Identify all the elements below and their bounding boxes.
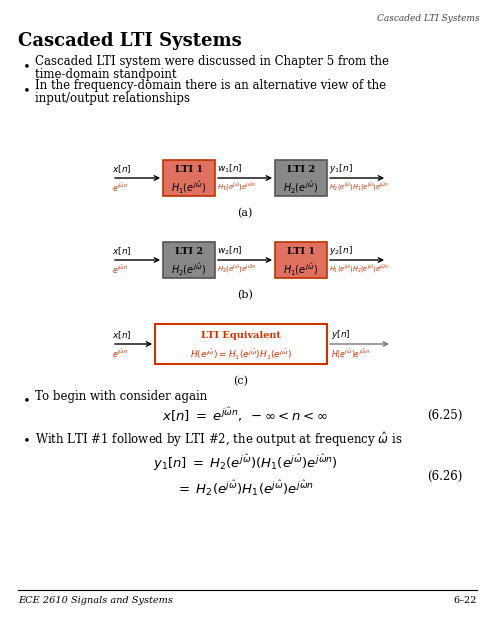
Text: input/output relationships: input/output relationships: [35, 92, 190, 105]
Text: $y[n]$: $y[n]$: [331, 328, 350, 341]
Text: $e^{j\hat{\omega}n}$: $e^{j\hat{\omega}n}$: [112, 263, 128, 276]
Text: $H_1(e^{j\hat{\omega}})$: $H_1(e^{j\hat{\omega}})$: [284, 260, 319, 278]
Text: $\bullet$: $\bullet$: [22, 58, 30, 71]
Text: $y_2[n]$: $y_2[n]$: [329, 244, 353, 257]
Bar: [155, 324, 327, 364]
Text: $y_1[n]$: $y_1[n]$: [329, 162, 353, 175]
Text: $\bullet$: $\bullet$: [22, 82, 30, 95]
Text: $\bullet$: $\bullet$: [22, 432, 30, 445]
Text: $H_2(e^{j\hat{\omega}})$: $H_2(e^{j\hat{\omega}})$: [284, 179, 319, 195]
Text: $y_1[n] \; = \; H_2(e^{j\hat{\omega}})(H_1(e^{j\hat{\omega}})e^{j\hat{\omega}n}): $y_1[n] \; = \; H_2(e^{j\hat{\omega}})(H…: [152, 452, 338, 473]
Bar: [275, 242, 327, 278]
Text: (a): (a): [237, 208, 252, 218]
Text: $x[n]$: $x[n]$: [112, 329, 132, 341]
Text: $H_2(e^{j\hat{\omega}})$: $H_2(e^{j\hat{\omega}})$: [171, 260, 206, 278]
Text: With LTI #1 followed by LTI #2, the output at frequency $\hat{\omega}$ is: With LTI #1 followed by LTI #2, the outp…: [35, 430, 402, 449]
Text: Cascaded LTI Systems: Cascaded LTI Systems: [18, 32, 242, 50]
Text: (b): (b): [237, 290, 253, 300]
Text: time-domain standpoint: time-domain standpoint: [35, 68, 177, 81]
Text: $H(e^{j\hat{\omega}})e^{j\hat{\omega}n}$: $H(e^{j\hat{\omega}})e^{j\hat{\omega}n}$: [331, 347, 370, 362]
Text: $H(e^{j\hat{\omega}}) = H_1(e^{j\hat{\omega}})H_2(e^{j\hat{\omega}})$: $H(e^{j\hat{\omega}}) = H_1(e^{j\hat{\om…: [190, 346, 292, 362]
Text: LTI 1: LTI 1: [287, 246, 315, 255]
Text: (6.25): (6.25): [427, 408, 462, 422]
Text: $H_2(e^{j\hat{\omega}})H_1(e^{j\hat{\omega}})e^{j\hat{\omega}n}$: $H_2(e^{j\hat{\omega}})H_1(e^{j\hat{\ome…: [329, 181, 390, 193]
Bar: [275, 160, 327, 196]
Text: LTI 2: LTI 2: [287, 164, 315, 173]
Text: $w_1[n]$: $w_1[n]$: [217, 163, 243, 175]
Text: $e^{j\hat{\omega}n}$: $e^{j\hat{\omega}n}$: [112, 347, 128, 360]
Text: ECE 2610 Signals and Systems: ECE 2610 Signals and Systems: [18, 596, 173, 605]
Text: $w_2[n]$: $w_2[n]$: [217, 244, 243, 257]
Text: Cascaded LTI Systems: Cascaded LTI Systems: [377, 14, 480, 23]
Text: To begin with consider again: To begin with consider again: [35, 390, 207, 403]
Text: $e^{j\hat{\omega}n}$: $e^{j\hat{\omega}n}$: [112, 181, 128, 195]
Text: LTI 2: LTI 2: [175, 246, 203, 255]
Text: Cascaded LTI system were discussed in Chapter 5 from the: Cascaded LTI system were discussed in Ch…: [35, 55, 389, 68]
Text: LTI Equivalent: LTI Equivalent: [201, 332, 281, 340]
Bar: [163, 160, 215, 196]
Text: $H_1(e^{j\hat{\omega}})$: $H_1(e^{j\hat{\omega}})$: [171, 179, 206, 195]
Text: $x[n]$: $x[n]$: [112, 163, 132, 175]
Text: In the frequency-domain there is an alternative view of the: In the frequency-domain there is an alte…: [35, 79, 386, 92]
Text: $H_1(e^{j\hat{\omega}})e^{j\hat{\omega}n}$: $H_1(e^{j\hat{\omega}})e^{j\hat{\omega}n…: [217, 181, 256, 193]
Text: $x[n] \; = \; e^{j\hat{\omega}n}, \; -\infty < n < \infty$: $x[n] \; = \; e^{j\hat{\omega}n}, \; -\i…: [162, 406, 328, 424]
Text: $\bullet$: $\bullet$: [22, 392, 30, 405]
Text: (6.26): (6.26): [427, 470, 462, 483]
Text: $H_1(e^{j\hat{\omega}})H_2(e^{j\hat{\omega}})e^{j\hat{\omega}n}$: $H_1(e^{j\hat{\omega}})H_2(e^{j\hat{\ome…: [329, 263, 390, 275]
Text: $= \; H_2(e^{j\hat{\omega}})H_1(e^{j\hat{\omega}})e^{j\hat{\omega}n}$: $= \; H_2(e^{j\hat{\omega}})H_1(e^{j\hat…: [176, 478, 314, 498]
Text: (c): (c): [234, 376, 248, 387]
Text: $x[n]$: $x[n]$: [112, 245, 132, 257]
Text: LTI 1: LTI 1: [175, 164, 203, 173]
Bar: [163, 242, 215, 278]
Text: $H_2(e^{j\hat{\omega}})e^{j\hat{\omega}n}$: $H_2(e^{j\hat{\omega}})e^{j\hat{\omega}n…: [217, 263, 256, 275]
Text: 6–22: 6–22: [453, 596, 477, 605]
